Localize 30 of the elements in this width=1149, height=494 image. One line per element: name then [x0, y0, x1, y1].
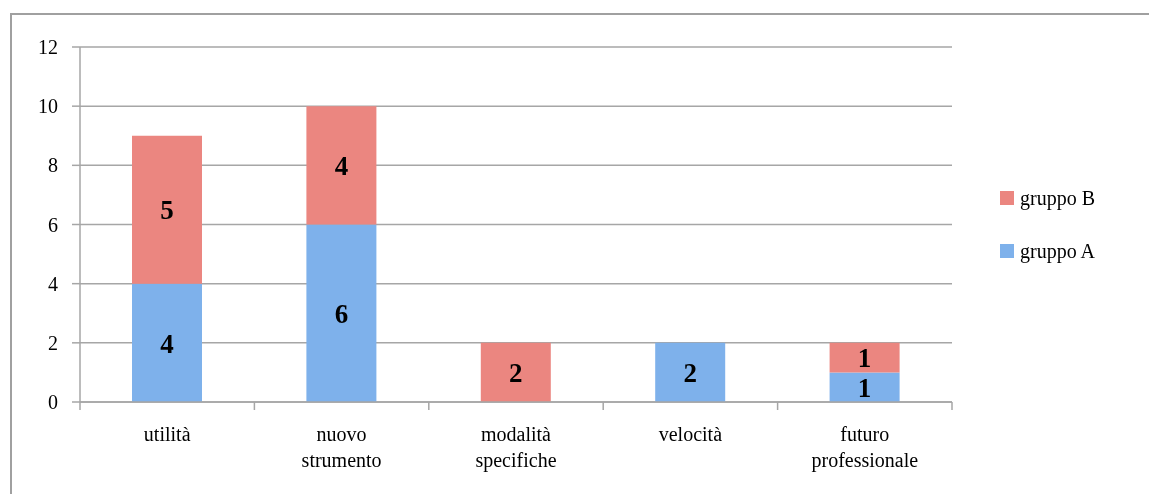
y-tick-label: 0 — [48, 391, 58, 414]
bar — [132, 135, 202, 284]
y-tick-label: 2 — [48, 331, 58, 354]
x-tick-label: utilità — [143, 423, 191, 445]
data-label: 6 — [334, 298, 349, 329]
data-label: 1 — [857, 372, 872, 403]
legend-label: gruppo A — [1020, 239, 1095, 263]
legend-label: gruppo B — [1020, 186, 1095, 210]
y-tick-label: 6 — [48, 213, 58, 236]
bar — [829, 372, 900, 402]
data-label: 2 — [509, 358, 523, 389]
data-label: 1 — [857, 343, 872, 374]
y-tick-label: 4 — [48, 272, 58, 295]
bar — [829, 342, 900, 373]
data-label: 2 — [683, 358, 697, 389]
y-tick-label: 12 — [38, 36, 58, 59]
x-tick-label: nuovo strumento — [301, 423, 382, 471]
bar — [306, 224, 377, 402]
bar — [132, 283, 202, 402]
x-tick-label: velocità — [658, 423, 723, 445]
data-label: 5 — [160, 195, 174, 226]
y-tick-label: 10 — [38, 95, 58, 118]
x-tick-label: modalità specifiche — [475, 423, 557, 472]
bar — [655, 342, 726, 402]
y-tick-label: 8 — [48, 154, 58, 177]
data-label: 4 — [160, 328, 174, 359]
data-label: 4 — [334, 151, 349, 182]
bar — [480, 342, 551, 402]
bar — [306, 106, 377, 225]
x-tick-label: futuro professionale — [811, 423, 919, 472]
